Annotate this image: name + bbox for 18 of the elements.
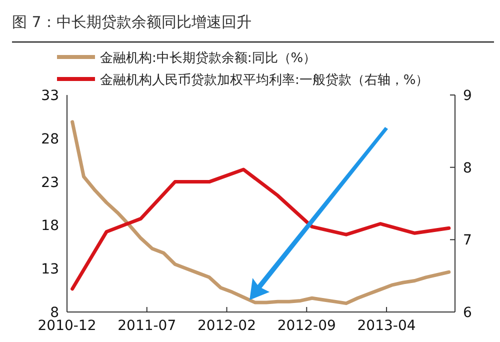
x-tick-label: 2013-04: [357, 318, 416, 334]
x-tick-label: 2012-09: [277, 318, 336, 334]
y2-tick-label: 9: [463, 88, 472, 104]
legend-label: 金融机构:中长期贷款余额:同比（%）: [100, 51, 316, 66]
y-tick-label: 28: [41, 131, 59, 148]
x-tick-label: 2012-02: [198, 318, 256, 334]
chart-title: 图 7：中长期贷款余额同比增速回升: [12, 13, 252, 31]
y-tick-label: 18: [41, 218, 59, 234]
y2-tick-label: 8: [463, 160, 472, 176]
x-tick-label: 2011-07: [118, 318, 176, 334]
y2-tick-label: 6: [463, 305, 472, 321]
y2-tick-label: 7: [463, 232, 472, 249]
legend-label: 金融机构人民币贷款加权平均利率:一般贷款（右轴，%）: [100, 72, 429, 88]
y-tick-label: 8: [50, 305, 59, 321]
y-tick-label: 23: [41, 174, 59, 191]
y-tick-label: 33: [41, 88, 59, 104]
x-tick-label: 2010-12: [38, 318, 96, 334]
y-tick-label: 13: [41, 262, 59, 278]
